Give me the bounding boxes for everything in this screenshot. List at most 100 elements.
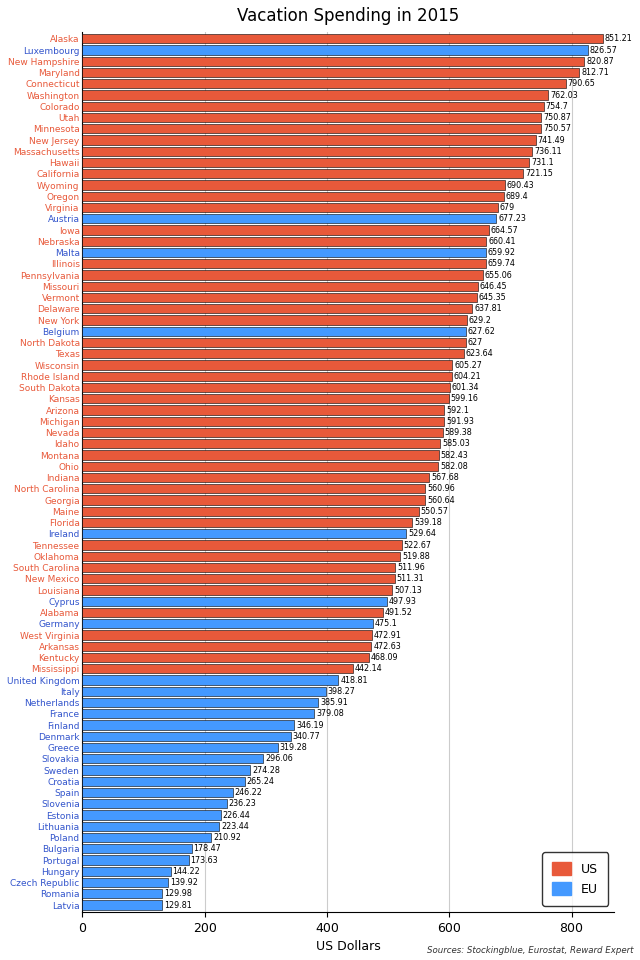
Text: 468.09: 468.09 xyxy=(371,653,398,662)
Bar xyxy=(83,316,467,324)
Bar xyxy=(83,383,450,392)
Bar xyxy=(83,304,472,313)
Bar xyxy=(83,45,588,55)
Text: 497.93: 497.93 xyxy=(388,597,417,606)
Text: 567.68: 567.68 xyxy=(431,473,459,482)
Text: 721.15: 721.15 xyxy=(525,169,553,179)
Bar xyxy=(83,214,497,224)
Text: 826.57: 826.57 xyxy=(589,45,618,55)
Text: 398.27: 398.27 xyxy=(328,686,356,696)
Bar xyxy=(83,540,402,550)
Bar xyxy=(83,518,412,527)
Text: 623.64: 623.64 xyxy=(465,349,493,358)
Bar xyxy=(83,158,529,167)
Bar xyxy=(83,293,477,302)
Bar xyxy=(83,248,486,257)
Text: Sources: Stockingblue, Eurostat, Reward Expert: Sources: Stockingblue, Eurostat, Reward … xyxy=(427,947,634,955)
Text: 627: 627 xyxy=(468,338,483,348)
Bar xyxy=(83,79,566,88)
Text: 690.43: 690.43 xyxy=(506,180,534,189)
Text: 585.03: 585.03 xyxy=(442,440,470,448)
Bar xyxy=(83,664,353,673)
Text: 659.92: 659.92 xyxy=(488,248,516,257)
Bar xyxy=(83,68,579,77)
Text: 820.87: 820.87 xyxy=(586,57,614,66)
Bar xyxy=(83,203,497,212)
Text: 736.11: 736.11 xyxy=(534,147,562,156)
Bar xyxy=(83,765,250,775)
Bar xyxy=(83,259,486,269)
Text: 511.31: 511.31 xyxy=(397,574,424,584)
Text: 139.92: 139.92 xyxy=(170,878,198,887)
Bar xyxy=(83,867,171,876)
Bar xyxy=(83,281,477,291)
Text: 592.1: 592.1 xyxy=(446,405,469,415)
Text: 750.87: 750.87 xyxy=(543,113,571,122)
Bar xyxy=(83,597,387,606)
Bar xyxy=(83,608,383,617)
Text: 223.44: 223.44 xyxy=(221,822,249,830)
Text: 589.38: 589.38 xyxy=(445,428,472,437)
Text: 660.41: 660.41 xyxy=(488,237,515,246)
Bar xyxy=(83,180,504,190)
Text: 210.92: 210.92 xyxy=(213,833,241,842)
Text: 560.64: 560.64 xyxy=(427,495,454,505)
Text: 741.49: 741.49 xyxy=(538,135,565,145)
Text: 689.4: 689.4 xyxy=(506,192,529,201)
Bar xyxy=(83,360,452,370)
Bar xyxy=(83,405,444,415)
Bar xyxy=(83,450,438,460)
Bar xyxy=(83,777,244,786)
Text: 236.23: 236.23 xyxy=(228,800,257,808)
Text: 604.21: 604.21 xyxy=(454,372,481,381)
Bar xyxy=(83,833,211,842)
Text: 591.93: 591.93 xyxy=(446,417,474,426)
Bar xyxy=(83,563,396,572)
Bar xyxy=(83,226,489,234)
Bar xyxy=(83,698,318,708)
Text: 664.57: 664.57 xyxy=(491,226,518,234)
Bar xyxy=(83,135,536,145)
Bar xyxy=(83,484,426,493)
Text: 582.43: 582.43 xyxy=(440,450,468,460)
Bar xyxy=(83,619,373,629)
Bar xyxy=(83,855,189,865)
Bar xyxy=(83,586,392,594)
Bar xyxy=(83,844,191,853)
Text: 475.1: 475.1 xyxy=(375,619,397,628)
Text: 274.28: 274.28 xyxy=(252,765,280,775)
Text: 679: 679 xyxy=(499,204,515,212)
Text: 762.03: 762.03 xyxy=(550,90,578,100)
Bar xyxy=(83,35,603,43)
Bar xyxy=(83,709,314,718)
Bar xyxy=(83,799,227,808)
Text: 507.13: 507.13 xyxy=(394,586,422,594)
Bar xyxy=(83,529,406,539)
Text: 418.81: 418.81 xyxy=(340,676,368,684)
Bar xyxy=(83,462,438,471)
Bar xyxy=(83,417,444,426)
Text: 491.52: 491.52 xyxy=(385,608,413,617)
X-axis label: US Dollars: US Dollars xyxy=(316,940,381,953)
Text: 582.08: 582.08 xyxy=(440,462,468,470)
Bar xyxy=(83,574,395,584)
Text: 379.08: 379.08 xyxy=(316,709,344,718)
Text: 529.64: 529.64 xyxy=(408,529,436,539)
Bar xyxy=(83,755,264,763)
Bar xyxy=(83,631,372,639)
Bar xyxy=(83,349,464,358)
Bar xyxy=(83,192,504,201)
Bar xyxy=(83,428,443,437)
Bar xyxy=(83,877,168,887)
Text: 346.19: 346.19 xyxy=(296,721,324,730)
Text: 812.71: 812.71 xyxy=(581,68,609,77)
Bar xyxy=(83,102,544,111)
Text: 605.27: 605.27 xyxy=(454,361,482,370)
Text: 511.96: 511.96 xyxy=(397,563,425,572)
Bar xyxy=(83,686,326,696)
Bar xyxy=(83,169,524,179)
Text: 560.96: 560.96 xyxy=(428,484,455,493)
Bar xyxy=(83,653,369,662)
Text: 790.65: 790.65 xyxy=(568,80,595,88)
Text: 655.06: 655.06 xyxy=(484,271,513,279)
